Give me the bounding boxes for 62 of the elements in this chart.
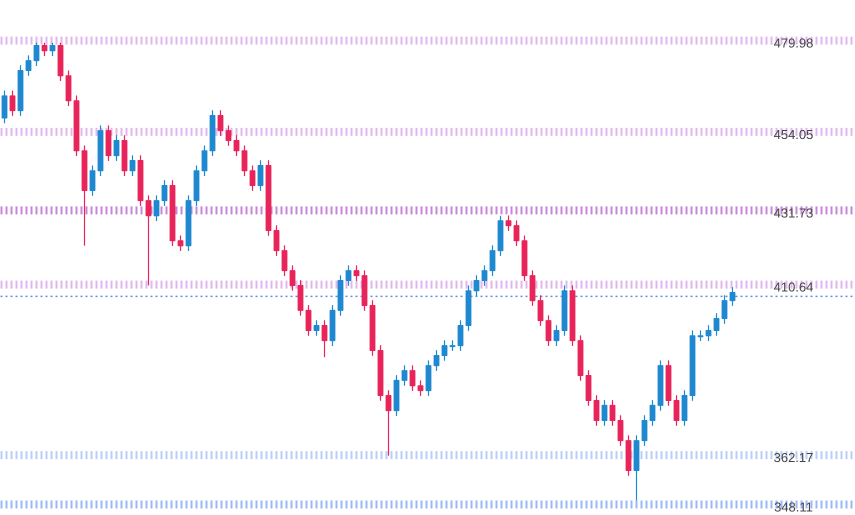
candlestick — [242, 144, 248, 177]
candlestick — [26, 54, 32, 76]
candlestick — [202, 144, 208, 177]
candlestick — [602, 400, 608, 426]
candlestick — [434, 350, 440, 372]
candlestick — [706, 324, 712, 342]
candlestick — [178, 234, 184, 252]
candlestick — [2, 90, 8, 124]
candlestick — [162, 180, 168, 207]
candlestick — [482, 264, 488, 286]
candlestick — [50, 42, 56, 57]
candlestick — [642, 414, 648, 446]
candlestick — [114, 134, 120, 162]
candlestick — [258, 160, 264, 192]
candlestick — [514, 220, 520, 247]
ref-line-label: 454.05 — [774, 126, 814, 142]
ref-line-label: 362.17 — [774, 450, 814, 466]
candlestick — [554, 324, 560, 347]
candlestick — [146, 194, 152, 286]
candlestick — [594, 394, 600, 426]
ref-line-label: 479.98 — [774, 36, 814, 51]
ref-line-label: 431.73 — [774, 205, 814, 220]
candlestick — [250, 164, 256, 192]
candlestick — [234, 134, 240, 157]
candlestick — [730, 286, 736, 306]
candlestick — [714, 312, 720, 336]
candlestick — [154, 194, 160, 222]
candlestick — [306, 304, 312, 336]
candlestick — [650, 400, 656, 426]
candlestick — [610, 400, 616, 426]
candlestick — [130, 154, 136, 177]
candlestick — [90, 164, 96, 196]
candlestick — [546, 314, 552, 347]
candlestick — [274, 224, 280, 256]
ref-line-label: 348.11 — [774, 500, 813, 515]
candlestick — [354, 264, 360, 282]
candlestick — [402, 364, 408, 386]
candlestick — [314, 320, 320, 336]
candlestick — [538, 294, 544, 326]
candlestick — [282, 244, 288, 277]
candlestick — [42, 42, 48, 57]
candlestick — [698, 330, 704, 342]
candlestick — [722, 294, 728, 324]
candlestick — [458, 320, 464, 352]
candlestick — [322, 320, 328, 358]
candlestick — [442, 340, 448, 362]
candlestick — [418, 380, 424, 396]
candlestick — [410, 364, 416, 392]
candlestick — [474, 274, 480, 297]
candlestick — [674, 394, 680, 426]
candlestick — [218, 110, 224, 137]
candlestick — [346, 264, 352, 286]
candlestick — [618, 414, 624, 446]
candlestick — [10, 90, 16, 116]
candlestick — [34, 42, 40, 67]
candlestick — [450, 340, 456, 352]
candlestick — [490, 244, 496, 277]
candlestick — [506, 214, 512, 232]
ref-line-label: 410.64 — [774, 280, 814, 295]
candlestick — [226, 124, 232, 146]
candlestick — [386, 390, 392, 456]
candlestick — [290, 264, 296, 292]
